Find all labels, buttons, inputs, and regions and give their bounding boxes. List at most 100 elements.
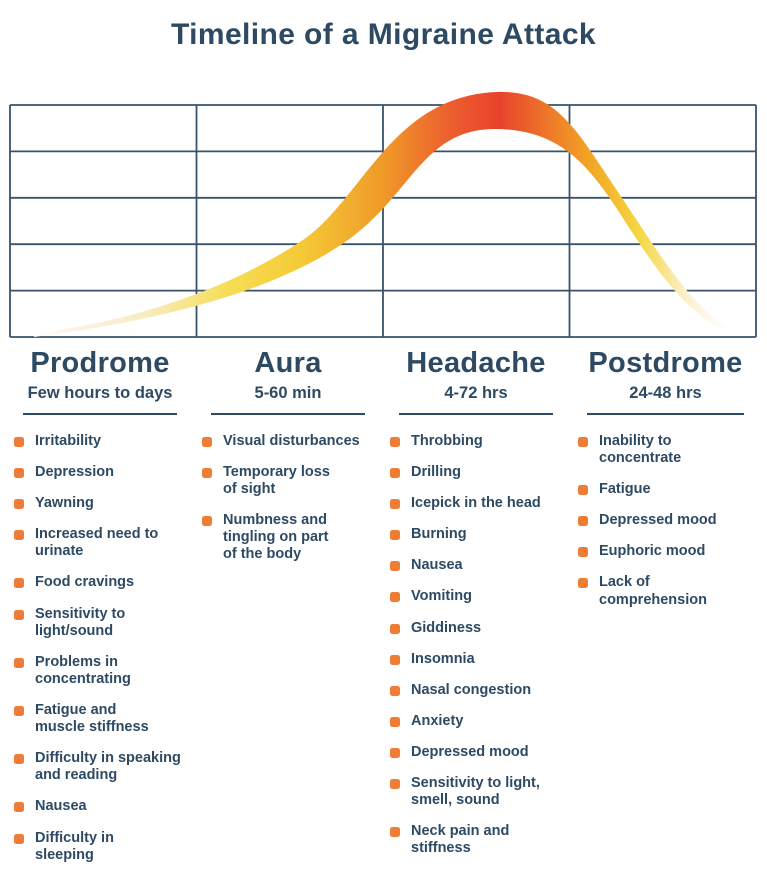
symptom-text: Icepick in the head [411,495,541,512]
symptom-item: Drilling [390,464,568,481]
symptom-text: Problems in concentrating [35,653,131,687]
symptom-text: Yawning [35,495,94,512]
symptom-text: Fatigue and muscle stiffness [35,701,149,736]
symptom-text: Vomiting [411,588,472,605]
symptom-item: Food cravings [14,574,192,591]
bullet-square-icon [14,833,24,844]
intensity-curve-chart [9,91,757,338]
symptom-item: Giddiness [390,620,568,637]
symptom-text: Giddiness [411,619,482,636]
phase-underline [398,412,554,415]
symptom-text: Difficulty in speaking and reading [35,750,181,784]
bullet-square-icon [390,827,400,838]
bullet-square-icon [14,802,24,813]
bullet-square-icon [14,468,24,478]
bullet-square-icon [14,754,24,765]
symptom-item: Nasal congestion [390,682,568,699]
bullet-square-icon [390,716,400,727]
phase-column: Headache 4-72 hrs Throbbing Drilling Icepi… [382,347,570,864]
phase-duration: 4-72 hrs [444,383,508,402]
symptom-item: Anxiety [390,713,568,730]
symptom-text: Irritability [35,432,102,449]
symptom-item: Yawning [14,495,192,512]
symptom-item: Visual disturbances [202,433,380,450]
symptom-item: Insomnia [390,651,568,668]
symptom-text: Depressed mood [599,512,717,529]
phase-name: Aura [254,347,322,379]
symptom-item: Throbbing [390,433,568,450]
symptom-item: Increased need to urinate [14,526,192,560]
bullet-square-icon [14,436,24,447]
bullet-square-icon [14,499,24,510]
symptom-list: Throbbing Drilling Icepick in the head Burn… [382,433,570,858]
phase-duration: 24-48 hrs [629,383,702,402]
phase-name: Postdrome [588,347,743,379]
phase-columns: Prodrome Few hours to days Irritability D… [6,347,761,864]
symptom-item: Fatigue [578,481,759,498]
bullet-square-icon [390,499,400,510]
phase-duration: 5-60 min [254,383,322,402]
symptom-item: Burning [390,526,568,543]
bullet-square-icon [390,623,400,634]
symptom-list: Visual disturbances Temporary loss of sig… [194,433,382,564]
symptom-text: Throbbing [411,432,483,449]
symptom-text: Inability to concentrate [599,432,682,466]
symptom-item: Neck pain and stiffness [390,823,568,857]
grid-lines [9,104,757,338]
symptom-text: Nausea [35,798,87,815]
symptom-text: Lack of comprehension [599,574,707,608]
bullet-square-icon [390,436,400,447]
symptom-text: Nausea [411,557,463,574]
symptom-text: Depression [35,464,114,480]
bullet-square-icon [390,592,400,603]
bullet-square-icon [14,705,24,716]
symptom-item: Vomiting [390,588,568,605]
bullet-square-icon [390,468,400,478]
phase-underline [587,412,744,415]
bullet-square-icon [14,657,24,668]
symptom-text: Depressed mood [411,743,529,760]
phase-column: Aura 5-60 min Visual disturbances Tempora… [194,347,382,864]
symptom-text: Sensitivity to light/sound [35,605,126,639]
phase-duration: Few hours to days [27,383,173,402]
bullet-square-icon [390,779,400,790]
symptom-item: Nausea [14,798,192,815]
symptom-item: Difficulty in sleeping [14,830,192,864]
bullet-square-icon [390,654,400,665]
symptom-item: Depressed mood [578,512,759,529]
symptom-text: Drilling [411,464,461,480]
symptom-text: Fatigue [599,481,651,498]
symptom-item: Depressed mood [390,744,568,761]
symptom-text: Difficulty in sleeping [35,829,114,863]
symptom-item: Fatigue and muscle stiffness [14,702,192,736]
bullet-square-icon [578,485,588,496]
bullet-square-icon [390,747,400,758]
symptom-item: Inability to concentrate [578,433,759,467]
bullet-square-icon [14,578,24,589]
bullet-square-icon [578,516,588,527]
symptom-text: Sensitivity to light, smell, sound [411,775,540,809]
symptom-text: Insomnia [411,650,475,667]
symptom-item: Difficulty in speaking and reading [14,750,192,784]
symptom-item: Temporary loss of sight [202,464,380,498]
phase-underline [210,412,366,415]
symptom-text: Temporary loss of sight [223,464,330,498]
bullet-square-icon [578,578,588,589]
symptom-text: Nasal congestion [411,681,532,698]
bullet-square-icon [390,530,400,541]
phase-underline [22,412,178,415]
symptom-item: Sensitivity to light, smell, sound [390,775,568,809]
bullet-square-icon [390,561,400,572]
bullet-square-icon [202,516,212,527]
symptom-text: Euphoric mood [599,543,706,560]
bullet-square-icon [578,547,588,558]
phase-column: Postdrome 24-48 hrs Inability to concent… [570,347,761,864]
symptom-item: Icepick in the head [390,495,568,512]
symptom-text: Anxiety [411,712,464,729]
phase-name: Headache [406,347,546,379]
phase-name: Prodrome [30,347,170,379]
symptom-item: Irritability [14,433,192,450]
symptom-item: Lack of comprehension [578,574,759,608]
page-title: Timeline of a Migraine Attack [170,18,597,51]
